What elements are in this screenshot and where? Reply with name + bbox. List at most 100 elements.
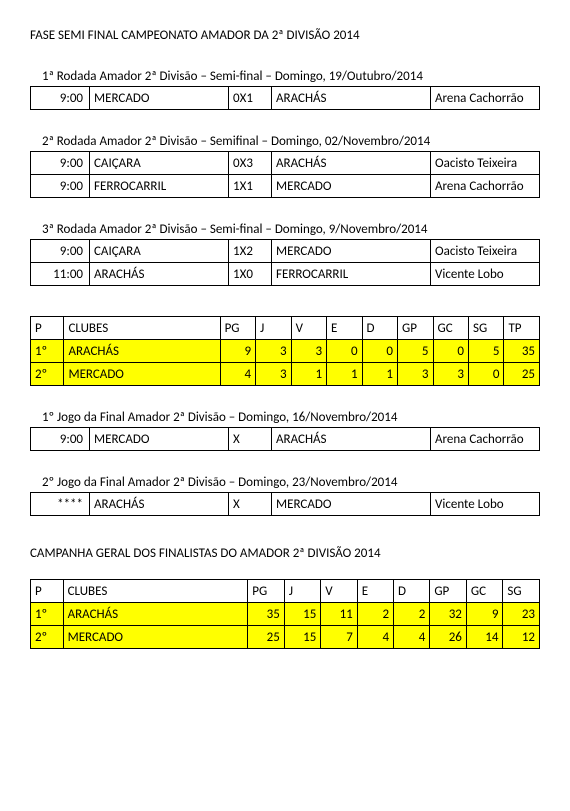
col-p: P bbox=[31, 580, 64, 603]
cell-e: 0 bbox=[327, 340, 362, 363]
col-gp: GP bbox=[430, 580, 467, 603]
match-time: **** bbox=[31, 493, 90, 516]
cell-pg: 4 bbox=[220, 363, 255, 386]
round3-table: 9:00 CAIÇARA 1X2 MERCADO Oacisto Teixeir… bbox=[30, 239, 540, 286]
match-time: 9:00 bbox=[31, 240, 90, 263]
cell-gp: 3 bbox=[398, 363, 433, 386]
cell-j: 15 bbox=[284, 626, 320, 649]
match-away: ARACHÁS bbox=[272, 152, 431, 175]
match-score: 0X1 bbox=[229, 87, 272, 110]
match-away: MERCADO bbox=[272, 493, 431, 516]
cell-e: 1 bbox=[327, 363, 362, 386]
final2-table: **** ARACHÁS X MERCADO Vicente Lobo bbox=[30, 492, 540, 516]
cell-pos: 1º bbox=[31, 340, 64, 363]
cell-v: 11 bbox=[321, 603, 357, 626]
cell-v: 7 bbox=[321, 626, 357, 649]
match-time: 9:00 bbox=[31, 175, 90, 198]
match-venue: Arena Cachorrão bbox=[431, 428, 540, 451]
col-club: CLUBES bbox=[63, 580, 248, 603]
cell-gp: 26 bbox=[430, 626, 467, 649]
table-row: 2º MERCADO 4 3 1 1 1 3 3 0 25 bbox=[31, 363, 540, 386]
cell-e: 2 bbox=[357, 603, 393, 626]
cell-j: 3 bbox=[256, 363, 291, 386]
cell-club: MERCADO bbox=[63, 626, 248, 649]
match-away: MERCADO bbox=[272, 240, 431, 263]
match-away: MERCADO bbox=[272, 175, 431, 198]
cell-club: ARACHÁS bbox=[63, 603, 248, 626]
col-gp: GP bbox=[398, 317, 433, 340]
col-v: V bbox=[321, 580, 357, 603]
cell-j: 15 bbox=[284, 603, 320, 626]
match-score: 0X3 bbox=[229, 152, 272, 175]
cell-gc: 9 bbox=[466, 603, 503, 626]
final2-title: 2º Jogo da Final Amador 2ª Divisão – Dom… bbox=[42, 475, 540, 490]
cell-d: 0 bbox=[362, 340, 397, 363]
cell-pg: 25 bbox=[248, 626, 285, 649]
table-row: 1º ARACHÁS 35 15 11 2 2 32 9 23 bbox=[31, 603, 540, 626]
final1-title: 1º Jogo da Final Amador 2ª Divisão – Dom… bbox=[42, 410, 540, 425]
match-home: ARACHÁS bbox=[90, 263, 229, 286]
cell-pos: 2º bbox=[31, 363, 64, 386]
table-row: 2º MERCADO 25 15 7 4 4 26 14 12 bbox=[31, 626, 540, 649]
cell-pg: 9 bbox=[220, 340, 255, 363]
final1-table: 9:00 MERCADO X ARACHÁS Arena Cachorrão bbox=[30, 427, 540, 451]
cell-pos: 2º bbox=[31, 626, 64, 649]
match-venue: Oacisto Teixeira bbox=[431, 240, 540, 263]
col-p: P bbox=[31, 317, 64, 340]
match-time: 9:00 bbox=[31, 428, 90, 451]
col-j: J bbox=[284, 580, 320, 603]
cell-pg: 35 bbox=[248, 603, 285, 626]
cell-sg: 23 bbox=[503, 603, 540, 626]
table-row: **** ARACHÁS X MERCADO Vicente Lobo bbox=[31, 493, 540, 516]
match-venue: Vicente Lobo bbox=[431, 493, 540, 516]
cell-club: ARACHÁS bbox=[64, 340, 220, 363]
cell-tp: 35 bbox=[504, 340, 540, 363]
match-venue: Arena Cachorrão bbox=[431, 87, 540, 110]
match-time: 11:00 bbox=[31, 263, 90, 286]
table-row: 9:00 CAIÇARA 1X2 MERCADO Oacisto Teixeir… bbox=[31, 240, 540, 263]
cell-gp: 5 bbox=[398, 340, 433, 363]
col-e: E bbox=[357, 580, 393, 603]
cell-gc: 14 bbox=[466, 626, 503, 649]
match-home: CAIÇARA bbox=[90, 152, 229, 175]
col-e: E bbox=[327, 317, 362, 340]
table-row: 9:00 CAIÇARA 0X3 ARACHÁS Oacisto Teixeir… bbox=[31, 152, 540, 175]
table-row: 1º ARACHÁS 9 3 3 0 0 5 0 5 35 bbox=[31, 340, 540, 363]
cell-sg: 12 bbox=[503, 626, 540, 649]
cell-gp: 32 bbox=[430, 603, 467, 626]
match-score: 1X0 bbox=[229, 263, 272, 286]
match-score: X bbox=[229, 493, 272, 516]
match-score: 1X2 bbox=[229, 240, 272, 263]
col-gc: GC bbox=[466, 580, 503, 603]
col-d: D bbox=[394, 580, 430, 603]
col-sg: SG bbox=[503, 580, 540, 603]
match-venue: Vicente Lobo bbox=[431, 263, 540, 286]
col-sg: SG bbox=[468, 317, 503, 340]
cell-d: 4 bbox=[394, 626, 430, 649]
cell-e: 4 bbox=[357, 626, 393, 649]
cell-gc: 0 bbox=[433, 340, 468, 363]
col-tp: TP bbox=[504, 317, 540, 340]
table-row: 9:00 FERROCARRIL 1X1 MERCADO Arena Cacho… bbox=[31, 175, 540, 198]
match-score: 1X1 bbox=[229, 175, 272, 198]
cell-pos: 1º bbox=[31, 603, 64, 626]
cell-sg: 0 bbox=[468, 363, 503, 386]
table-header-row: P CLUBES PG J V E D GP GC SG TP bbox=[31, 317, 540, 340]
cell-sg: 5 bbox=[468, 340, 503, 363]
table-row: 9:00 MERCADO 0X1 ARACHÁS Arena Cachorrão bbox=[31, 87, 540, 110]
match-home: ARACHÁS bbox=[90, 493, 229, 516]
col-club: CLUBES bbox=[64, 317, 220, 340]
match-home: CAIÇARA bbox=[90, 240, 229, 263]
round2-title: 2ª Rodada Amador 2ª Divisão – Semifinal … bbox=[42, 134, 540, 149]
match-time: 9:00 bbox=[31, 152, 90, 175]
col-j: J bbox=[256, 317, 291, 340]
campaign-standings-table: P CLUBES PG J V E D GP GC SG 1º ARACHÁS … bbox=[30, 579, 540, 649]
round1-table: 9:00 MERCADO 0X1 ARACHÁS Arena Cachorrão bbox=[30, 86, 540, 110]
cell-v: 3 bbox=[291, 340, 326, 363]
match-away: ARACHÁS bbox=[272, 428, 431, 451]
col-gc: GC bbox=[433, 317, 468, 340]
cell-j: 3 bbox=[256, 340, 291, 363]
table-header-row: P CLUBES PG J V E D GP GC SG bbox=[31, 580, 540, 603]
cell-gc: 3 bbox=[433, 363, 468, 386]
round2-table: 9:00 CAIÇARA 0X3 ARACHÁS Oacisto Teixeir… bbox=[30, 151, 540, 198]
